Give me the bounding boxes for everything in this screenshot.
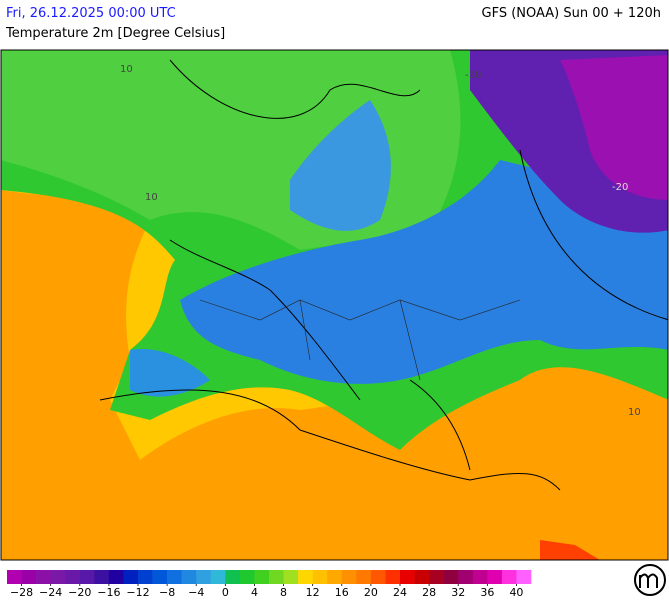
cold-scandinavia xyxy=(290,100,391,231)
colorbar-tick-label: −4 xyxy=(188,586,204,599)
colorbar-tick-label: −20 xyxy=(68,586,91,599)
colorbar-tick-label: 20 xyxy=(364,586,378,599)
model-run: GFS (NOAA) Sun 00 + 120h xyxy=(481,6,661,21)
colorbar-tick-label: 16 xyxy=(335,586,349,599)
logo xyxy=(634,564,666,596)
colorbar-swatch xyxy=(385,570,401,584)
colorbar-swatch xyxy=(283,570,299,584)
cold-iberia xyxy=(130,349,210,397)
colorbar-swatch xyxy=(210,570,226,584)
colorbar-tick-label: 4 xyxy=(251,586,258,599)
borders xyxy=(199,299,521,381)
coldest-area xyxy=(560,55,668,200)
colorbar-swatch xyxy=(458,570,474,584)
colorbar-tick-label: −28 xyxy=(10,586,33,599)
colorbar-swatch xyxy=(487,570,503,584)
colorbar-tick-label: 12 xyxy=(306,586,320,599)
colorbar-tick-label: 0 xyxy=(222,586,229,599)
colorbar-swatch xyxy=(254,570,270,584)
colorbar-tick-label: −16 xyxy=(97,586,120,599)
colorbar-swatch xyxy=(108,570,124,584)
colorbar-swatch xyxy=(181,570,197,584)
colorbar-swatch xyxy=(79,570,95,584)
valid-time: Fri, 26.12.2025 00:00 UTC xyxy=(6,6,176,21)
colorbar-swatch xyxy=(341,570,357,584)
parameter: Temperature 2m [Degree Celsius] xyxy=(6,26,226,41)
colorbar-tick-label: −8 xyxy=(159,586,175,599)
colorbar-swatch xyxy=(196,570,212,584)
colorbar-tick-label: 24 xyxy=(393,586,407,599)
contour-label: 10 xyxy=(120,64,133,75)
colorbar-swatch xyxy=(152,570,168,584)
colorbar-swatch xyxy=(94,570,110,584)
colorbar-tick-label: 32 xyxy=(451,586,465,599)
coastlines xyxy=(99,59,668,491)
colorbar-swatch xyxy=(472,570,488,584)
temperature-field xyxy=(1,50,668,560)
colorbar-swatch xyxy=(370,570,386,584)
colorbar-swatch xyxy=(356,570,372,584)
colorbar-tick-label: 8 xyxy=(280,586,287,599)
colorbar-tick-label: −12 xyxy=(126,586,149,599)
colorbar-swatch xyxy=(123,570,139,584)
colorbar-tick-label: 40 xyxy=(509,586,523,599)
colorbar-tick-label: 28 xyxy=(422,586,436,599)
colorbar-swatch xyxy=(429,570,444,584)
colorbar-swatch xyxy=(298,570,313,584)
colorbar-swatch xyxy=(50,570,66,584)
contour-label: 10 xyxy=(628,407,641,418)
colorbar-tick-label: −24 xyxy=(39,586,62,599)
colorbar-swatch xyxy=(501,570,517,584)
colorbar-swatch xyxy=(516,570,532,584)
colorbar-swatch xyxy=(414,570,430,584)
cold-area xyxy=(180,160,668,384)
colorbar-tick-label: 36 xyxy=(480,586,494,599)
colorbar-swatch xyxy=(36,570,51,584)
colorbar-swatch xyxy=(400,570,415,584)
colorbar-swatch xyxy=(7,570,22,584)
contour-label: -10 xyxy=(465,70,481,81)
colorbar: −28 −24 −20 −16 −12 −8 −4 0 4 8 12 16 20 24 28 32 36 40 xyxy=(7,570,532,599)
hot-area xyxy=(540,540,600,560)
colorbar-swatch xyxy=(65,570,81,584)
contour-label: -20 xyxy=(612,182,628,193)
colorbar-swatch xyxy=(312,570,328,584)
colorbar-swatch xyxy=(269,570,284,584)
colorbar-swatch xyxy=(327,570,343,584)
colorbar-swatch xyxy=(443,570,459,584)
colorbar-swatch xyxy=(21,570,37,584)
map-frame xyxy=(0,49,669,561)
colorbar-swatch xyxy=(225,570,241,584)
contour-label: 10 xyxy=(145,192,158,203)
colorbar-swatch xyxy=(167,570,182,584)
colorbar-swatch xyxy=(239,570,255,584)
colorbar-swatch xyxy=(138,570,153,584)
